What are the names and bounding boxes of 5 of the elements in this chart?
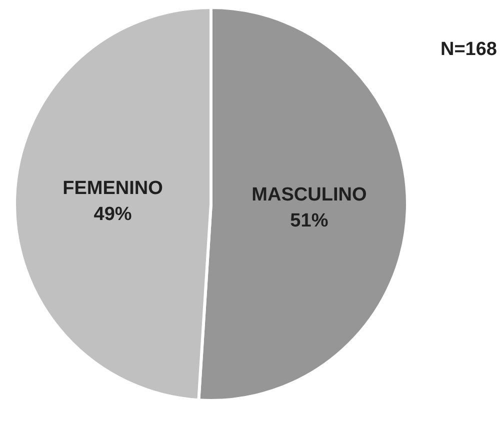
data-label: 49% bbox=[94, 204, 132, 226]
slice-label: MASCULINO bbox=[252, 184, 367, 206]
slice-label: FEMENINO bbox=[62, 178, 163, 200]
text: N=168 bbox=[440, 39, 497, 60]
data-label: 51% bbox=[290, 210, 328, 232]
